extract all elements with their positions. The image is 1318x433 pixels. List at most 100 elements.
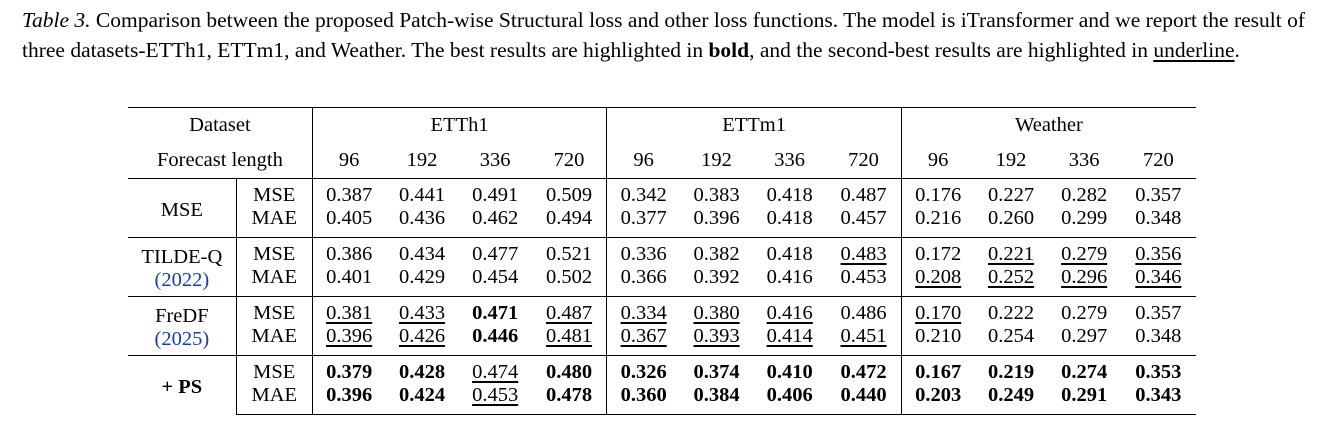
value: 0.297 <box>1061 325 1108 347</box>
value: 0.357 <box>1135 302 1182 324</box>
value: 0.405 <box>326 207 373 229</box>
dataset-etth1: ETTh1 <box>312 107 608 142</box>
value: 0.167 <box>915 361 962 383</box>
caption-text-3: . <box>1234 37 1240 62</box>
value-cell: 0.367 <box>607 325 680 356</box>
value: 0.342 <box>620 184 667 206</box>
method-citation-link[interactable]: (2025) <box>154 328 210 350</box>
value: 0.440 <box>840 384 887 406</box>
value: 0.392 <box>693 266 740 288</box>
value: 0.353 <box>1135 361 1182 383</box>
value-cell: 0.379 <box>312 355 386 384</box>
table-row: MAE 0.401 0.429 0.454 0.502 0.366 0.392 0.416 0.… <box>128 266 1196 297</box>
value: 0.343 <box>1135 384 1182 406</box>
value-cell: 0.252 <box>974 266 1047 297</box>
value-cell: 0.348 <box>1121 207 1196 238</box>
value: 0.279 <box>1061 302 1108 324</box>
value-cell: 0.436 <box>385 207 458 238</box>
value: 0.418 <box>766 243 813 265</box>
value: 0.216 <box>915 207 962 229</box>
value: 0.381 <box>326 302 373 324</box>
value: 0.416 <box>766 266 813 288</box>
value-cell: 0.170 <box>901 296 975 325</box>
value: 0.383 <box>693 184 740 206</box>
value: 0.367 <box>620 325 667 347</box>
dataset-ettm1: ETTm1 <box>606 107 902 142</box>
value-cell: 0.441 <box>385 178 459 207</box>
metric-label: MSE <box>236 178 313 207</box>
caption-text-2: , and the second-best results are highli… <box>749 37 1154 62</box>
value: 0.386 <box>326 243 373 265</box>
value: 0.176 <box>915 184 962 206</box>
value: 0.406 <box>766 384 813 406</box>
value-cell: 0.502 <box>531 266 608 297</box>
value: 0.401 <box>326 266 373 288</box>
value: 0.387 <box>326 184 373 206</box>
value: 0.521 <box>545 243 593 265</box>
value: 0.457 <box>840 207 887 229</box>
method-name-cell: TILDE-Q (2022) <box>128 237 237 297</box>
value: 0.360 <box>620 384 667 406</box>
value-cell: 0.396 <box>312 325 385 356</box>
metric-label: MAE <box>236 384 313 415</box>
value-cell: 0.428 <box>385 355 459 384</box>
value: 0.462 <box>472 207 519 229</box>
value-cell: 0.249 <box>974 384 1048 415</box>
value-cell: 0.380 <box>679 296 754 325</box>
value: 0.396 <box>326 325 373 347</box>
results-table: Dataset ETTh1 ETTm1 Weather Forecast len… <box>128 107 1196 415</box>
value: 0.428 <box>398 361 446 383</box>
forecast-length-cell: 720 <box>826 142 902 179</box>
value: 0.471 <box>472 302 519 324</box>
value: 0.279 <box>1061 243 1108 265</box>
value-cell: 0.357 <box>1120 296 1196 325</box>
value: 0.348 <box>1135 325 1182 347</box>
value: 0.326 <box>620 361 667 383</box>
method-citation-link[interactable]: (2022) <box>154 269 210 291</box>
value-cell: 0.342 <box>606 178 680 207</box>
method-name: FreDF <box>155 305 209 327</box>
value-cell: 0.366 <box>607 266 680 297</box>
value: 0.221 <box>987 243 1035 265</box>
table-row: MSE MSE 0.387 0.441 0.491 0.509 0.342 0.383 0.41… <box>128 178 1196 238</box>
value-cell: 0.457 <box>826 207 902 238</box>
forecast-length-cell: 96 <box>927 148 949 171</box>
value: 0.210 <box>915 325 962 347</box>
caption-text-1: Comparison between the proposed Patch-wi… <box>22 8 1306 62</box>
value-cell: 0.346 <box>1121 266 1196 297</box>
value: 0.491 <box>472 184 519 206</box>
value: 0.433 <box>398 302 446 324</box>
value-cell: 0.357 <box>1120 178 1196 207</box>
value-cell: 0.386 <box>312 237 386 266</box>
forecast-length-row: Forecast length 96 192 336 720 96 192 336 720 96… <box>128 142 1196 179</box>
value-cell: 0.374 <box>679 355 754 384</box>
value-cell: 0.291 <box>1047 384 1121 415</box>
value: 0.410 <box>766 361 813 383</box>
value-cell: 0.176 <box>901 178 975 207</box>
value-cell: 0.418 <box>753 207 826 238</box>
value-cell: 0.336 <box>606 237 680 266</box>
value-cell: 0.274 <box>1047 355 1121 384</box>
value: 0.418 <box>766 184 813 206</box>
value-cell: 0.221 <box>974 237 1048 266</box>
value-cell: 0.491 <box>458 178 532 207</box>
value-cell: 0.172 <box>901 237 975 266</box>
dataset-label: Dataset <box>128 107 313 142</box>
value-cell: 0.405 <box>312 207 385 238</box>
value-cell: 0.393 <box>680 325 753 356</box>
value-cell: 0.377 <box>607 207 680 238</box>
value-cell: 0.478 <box>531 384 608 415</box>
value: 0.249 <box>987 384 1035 406</box>
value: 0.434 <box>398 243 446 265</box>
value-cell: 0.353 <box>1120 355 1196 384</box>
forecast-length-cell: 720 <box>1142 148 1174 171</box>
table-row: + PS MSE 0.379 0.428 0.474 0.480 0.326 0.374 0.4… <box>128 355 1196 415</box>
value-cell: 0.343 <box>1120 384 1196 415</box>
value-cell: 0.406 <box>753 384 827 415</box>
value-cell: 0.396 <box>312 384 386 415</box>
value-cell: 0.416 <box>753 266 826 297</box>
value: 0.222 <box>987 302 1035 324</box>
value-cell: 0.381 <box>312 296 386 325</box>
value-cell: 0.401 <box>312 266 385 297</box>
value: 0.418 <box>766 207 813 229</box>
